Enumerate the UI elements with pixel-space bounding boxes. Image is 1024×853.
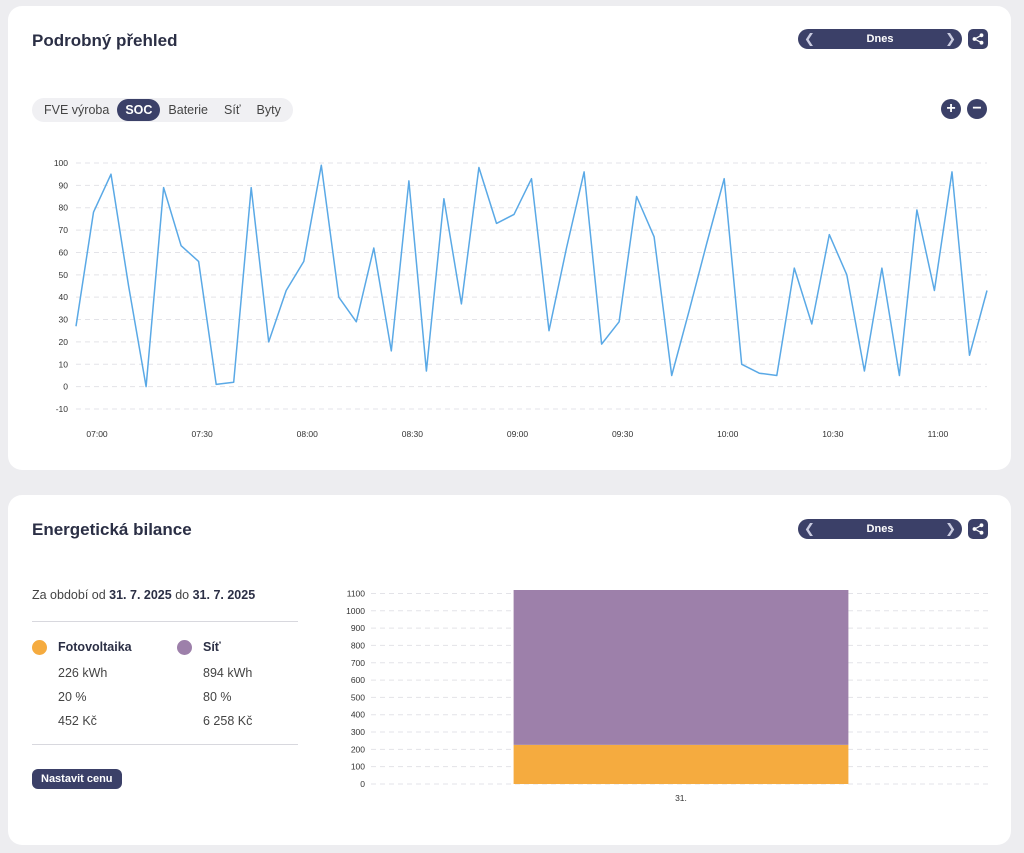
legend-dot: [177, 639, 192, 655]
y-tick-label: 100: [351, 762, 365, 772]
y-tick-label: 0: [63, 382, 68, 392]
share-icon[interactable]: [968, 519, 988, 539]
chevron-right-icon[interactable]: ❯: [945, 521, 956, 536]
tab-2[interactable]: Baterie: [168, 103, 209, 117]
x-tick-label: 10:00: [717, 429, 739, 439]
period-prefix: Za období od: [32, 588, 106, 602]
y-tick-label: 10: [59, 359, 69, 369]
y-tick-label: 90: [59, 180, 69, 190]
y-tick-label: 20: [59, 337, 69, 347]
y-tick-label: 200: [351, 744, 365, 754]
balance-date-label[interactable]: Dnes: [866, 523, 894, 535]
x-tick-label: 11:00: [928, 429, 949, 439]
plus-icon[interactable]: +: [941, 99, 961, 119]
tab-1[interactable]: SOC: [117, 99, 161, 121]
y-tick-label: 80: [59, 203, 69, 213]
bar-segment-síť: [513, 590, 849, 745]
legend-energy: 894 kWh: [203, 666, 253, 680]
legend-cost: 452 Kč: [58, 714, 97, 728]
y-tick-label: 500: [351, 692, 365, 702]
share-icon[interactable]: [968, 29, 988, 49]
detail-title: Podrobný přehled: [32, 31, 178, 50]
bar-segment-fotovoltaika: [513, 744, 849, 784]
y-tick-label: 30: [59, 315, 69, 325]
y-tick-label: 800: [351, 640, 365, 650]
detail-date-label[interactable]: Dnes: [866, 33, 894, 45]
y-tick-label: 600: [351, 675, 365, 685]
balance-date-nav: ❮ Dnes ❯: [798, 519, 962, 539]
detail-card: Podrobný přehled ❮ Dnes ❯ FVE výroba SOC B…: [8, 6, 1011, 470]
y-tick-label: -10: [56, 404, 69, 414]
share-icon-glyph: [972, 33, 984, 45]
chevron-left-icon[interactable]: ❮: [804, 521, 815, 536]
period-mid: do: [175, 588, 190, 602]
x-tick-label: 08:30: [402, 429, 424, 439]
legend-percent: 20 %: [58, 690, 87, 704]
tab-3[interactable]: Síť: [224, 103, 241, 117]
chevron-right-icon[interactable]: ❯: [945, 31, 956, 46]
period-to: 31. 7. 2025: [192, 588, 256, 602]
balance-title: Energetická bilance: [32, 520, 192, 539]
y-tick-label: 0: [360, 779, 365, 789]
y-tick-label: 700: [351, 658, 365, 668]
balance-card: Energetická bilance ❮ Dnes ❯ Za období o…: [8, 495, 1011, 845]
x-tick-label: 08:00: [297, 429, 319, 439]
y-tick-label: 60: [59, 247, 69, 257]
tab-0[interactable]: FVE výroba: [44, 103, 110, 117]
y-tick-label: 50: [59, 270, 69, 280]
y-tick-label: 40: [59, 292, 69, 302]
y-tick-label: 400: [351, 710, 365, 720]
y-tick-label: 1000: [346, 606, 365, 616]
soc-line-chart: -10 0 10 20 30 40 50 60 70 80 90 100 07:00 07:30 08:00…: [54, 158, 988, 439]
y-tick-label: 900: [351, 623, 365, 633]
period-text: Za období od 31. 7. 2025 do 31. 7. 2025: [32, 588, 255, 602]
y-tick-label: 1100: [347, 588, 366, 598]
y-tick-label: 70: [59, 225, 69, 235]
legend-fotovoltaika: Fotovoltaika 226 kWh 20 % 452 Kč: [32, 638, 132, 733]
y-tick-label: 300: [351, 727, 365, 737]
x-tick-label: 09:00: [507, 429, 529, 439]
x-tick-label: 10:30: [822, 429, 844, 439]
set-price-button[interactable]: Nastavit cenu: [32, 769, 122, 789]
legend-dot: [32, 639, 47, 655]
legend-name: Síť: [203, 640, 221, 654]
divider: [32, 744, 298, 745]
share-icon-glyph: [972, 523, 984, 535]
x-tick-label: 09:30: [612, 429, 634, 439]
x-tick-label: 07:00: [86, 429, 108, 439]
legend-percent: 80 %: [203, 690, 232, 704]
detail-tabs: FVE výroba SOC Baterie Síť Byty: [32, 98, 293, 122]
minus-icon[interactable]: −: [967, 99, 987, 119]
legend-cost: 6 258 Kč: [203, 714, 253, 728]
x-tick-label: 07:30: [191, 429, 213, 439]
legend-energy: 226 kWh: [58, 666, 108, 680]
x-tick-label: 31.: [675, 793, 687, 803]
energy-bar-chart: 0 100 200 300 400 500 600 700 800 900 1000 1100 31.: [346, 588, 991, 803]
legend-sit: Síť 894 kWh 80 % 6 258 Kč: [177, 638, 252, 733]
divider: [32, 621, 298, 622]
y-tick-label: 100: [54, 158, 68, 168]
soc-series-line: [75, 164, 988, 388]
tab-4[interactable]: Byty: [256, 103, 281, 117]
legend-name: Fotovoltaika: [58, 640, 132, 654]
detail-date-nav: ❮ Dnes ❯: [798, 29, 962, 49]
period-from: 31. 7. 2025: [109, 588, 172, 602]
chevron-left-icon[interactable]: ❮: [804, 31, 815, 46]
